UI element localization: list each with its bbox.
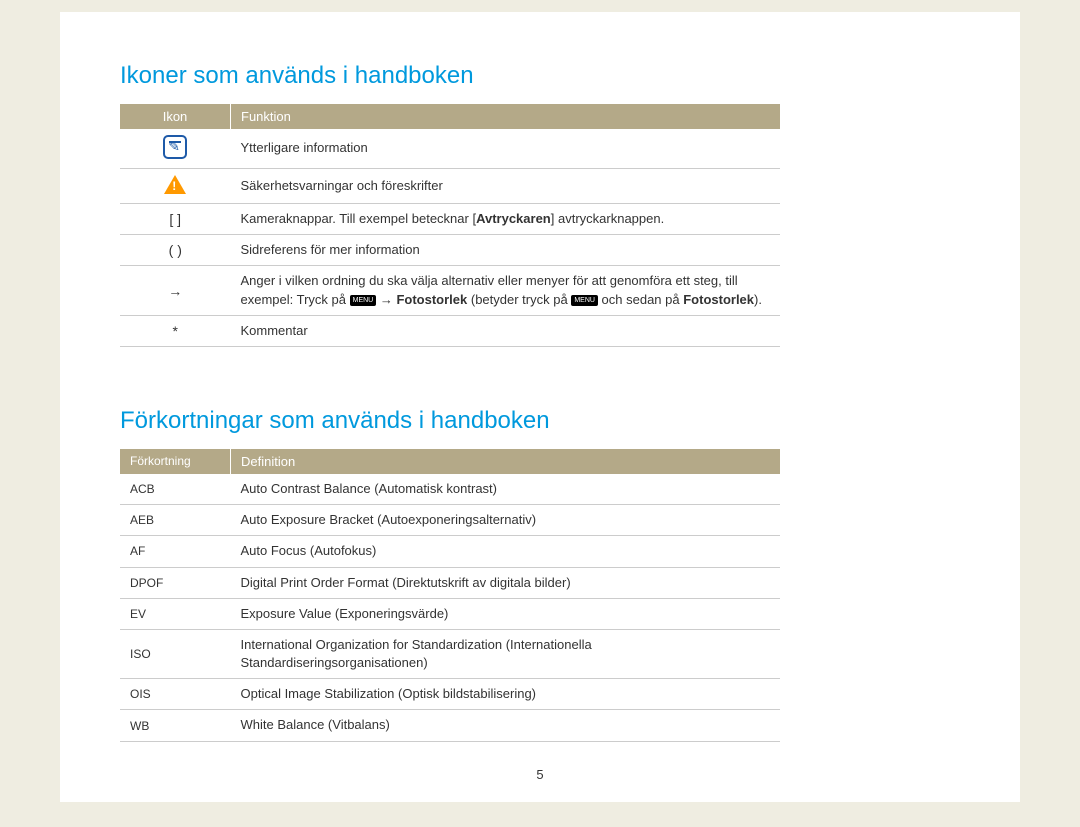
bold-text: Fotostorlek: [683, 292, 754, 307]
abbrev-table: Förkortning Definition ACBAuto Contrast …: [120, 449, 780, 742]
icons-col-header-icon: Ikon: [120, 104, 231, 129]
table-row: Ytterligare information: [120, 129, 780, 169]
abbrev-col-header-def: Definition: [231, 449, 781, 474]
bold-text: Fotostorlek: [396, 292, 467, 307]
icon-cell: [120, 169, 231, 204]
table-row: AEBAuto Exposure Bracket (Autoexponering…: [120, 505, 780, 536]
arrow-icon: →: [168, 283, 182, 299]
icons-section-title: Ikoner som används i handboken: [120, 62, 960, 90]
table-row: AFAuto Focus (Autofokus): [120, 536, 780, 567]
abbr-cell: OIS: [120, 679, 231, 710]
abbr-cell: WB: [120, 710, 231, 741]
icons-table: Ikon Funktion Ytterligare informationSäk…: [120, 104, 780, 347]
function-cell: Säkerhetsvarningar och föreskrifter: [231, 169, 781, 204]
brackets-icon: [ ]: [169, 211, 181, 227]
icons-col-header-func: Funktion: [231, 104, 781, 129]
icon-cell: *: [120, 315, 231, 346]
icon-cell: ( ): [120, 235, 231, 266]
table-row: Säkerhetsvarningar och föreskrifter: [120, 169, 780, 204]
definition-cell: Auto Contrast Balance (Automatisk kontra…: [231, 474, 781, 505]
warning-icon: [164, 175, 186, 194]
page-number: 5: [60, 767, 1020, 782]
menu-chip-icon: MENU: [350, 295, 377, 306]
definition-cell: Auto Focus (Autofokus): [231, 536, 781, 567]
abbr-cell: ISO: [120, 629, 231, 678]
definition-cell: Optical Image Stabilization (Optisk bild…: [231, 679, 781, 710]
function-cell: Kommentar: [231, 315, 781, 346]
abbr-cell: DPOF: [120, 567, 231, 598]
icon-cell: →: [120, 266, 231, 315]
table-row: EVExposure Value (Exponeringsvärde): [120, 598, 780, 629]
definition-cell: International Organization for Standardi…: [231, 629, 781, 678]
table-row: ACBAuto Contrast Balance (Automatisk kon…: [120, 474, 780, 505]
table-row: WBWhite Balance (Vitbalans): [120, 710, 780, 741]
table-row: ( ) Sidreferens för mer information: [120, 235, 780, 266]
table-row: → Anger i vilken ordning du ska välja alt…: [120, 266, 780, 315]
table-row: OISOptical Image Stabilization (Optisk b…: [120, 679, 780, 710]
abbr-cell: ACB: [120, 474, 231, 505]
note-icon: [163, 135, 187, 159]
abbr-cell: EV: [120, 598, 231, 629]
asterisk-icon: *: [173, 323, 178, 339]
bold-text: Avtryckaren: [476, 211, 551, 226]
definition-cell: White Balance (Vitbalans): [231, 710, 781, 741]
function-cell: Kameraknappar. Till exempel betecknar [A…: [231, 204, 781, 235]
function-cell: Anger i vilken ordning du ska välja alte…: [231, 266, 781, 315]
table-row: DPOFDigital Print Order Format (Direktut…: [120, 567, 780, 598]
function-cell: Sidreferens för mer information: [231, 235, 781, 266]
definition-cell: Exposure Value (Exponeringsvärde): [231, 598, 781, 629]
parens-icon: ( ): [169, 242, 182, 258]
icon-cell: [120, 129, 231, 169]
icon-cell: [ ]: [120, 204, 231, 235]
table-row: * Kommentar: [120, 315, 780, 346]
abbrev-col-header-abbr: Förkortning: [120, 449, 231, 474]
menu-chip-icon: MENU: [571, 295, 598, 306]
abbr-cell: AF: [120, 536, 231, 567]
definition-cell: Digital Print Order Format (Direktutskri…: [231, 567, 781, 598]
definition-cell: Auto Exposure Bracket (Autoexponeringsal…: [231, 505, 781, 536]
table-row: [ ] Kameraknappar. Till exempel betecknar…: [120, 204, 780, 235]
function-cell: Ytterligare information: [231, 129, 781, 169]
abbrev-section-title: Förkortningar som används i handboken: [120, 407, 960, 435]
abbr-cell: AEB: [120, 505, 231, 536]
table-row: ISOInternational Organization for Standa…: [120, 629, 780, 678]
manual-page: Ikoner som används i handboken Ikon Funk…: [60, 12, 1020, 802]
